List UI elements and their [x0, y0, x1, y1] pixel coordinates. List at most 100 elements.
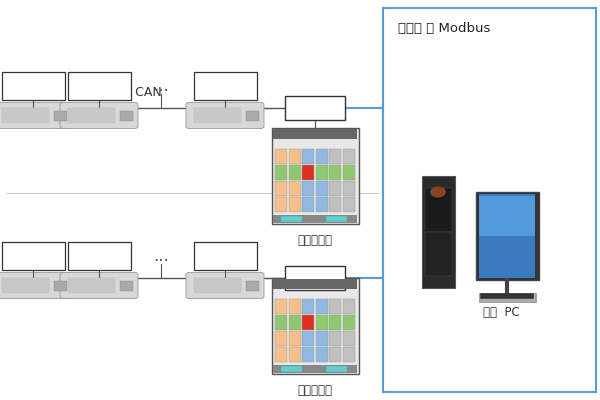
FancyBboxPatch shape	[302, 149, 314, 164]
FancyBboxPatch shape	[289, 299, 301, 314]
FancyBboxPatch shape	[316, 149, 328, 164]
Text: ...: ...	[153, 247, 169, 265]
FancyBboxPatch shape	[329, 181, 341, 196]
FancyBboxPatch shape	[302, 347, 314, 362]
FancyBboxPatch shape	[274, 365, 357, 373]
FancyBboxPatch shape	[343, 181, 355, 196]
FancyBboxPatch shape	[60, 102, 138, 128]
FancyBboxPatch shape	[302, 165, 314, 180]
FancyBboxPatch shape	[316, 299, 328, 314]
FancyBboxPatch shape	[54, 111, 67, 121]
Text: 分控触摸屏: 分控触摸屏	[298, 234, 332, 246]
FancyBboxPatch shape	[68, 242, 131, 270]
FancyBboxPatch shape	[285, 266, 345, 290]
FancyBboxPatch shape	[289, 149, 301, 164]
FancyBboxPatch shape	[281, 216, 302, 222]
FancyBboxPatch shape	[275, 181, 287, 196]
Text: 控制器 #n: 控制器 #n	[209, 82, 241, 90]
FancyBboxPatch shape	[289, 197, 301, 212]
FancyBboxPatch shape	[289, 165, 301, 180]
Text: 适配器#1: 适配器#1	[296, 103, 334, 113]
FancyBboxPatch shape	[68, 108, 115, 123]
FancyBboxPatch shape	[285, 96, 345, 120]
FancyBboxPatch shape	[271, 278, 359, 374]
FancyBboxPatch shape	[289, 347, 301, 362]
FancyBboxPatch shape	[425, 232, 452, 276]
Text: 以太网 ／ Modbus: 以太网 ／ Modbus	[398, 22, 490, 34]
FancyBboxPatch shape	[275, 165, 287, 180]
FancyBboxPatch shape	[329, 331, 341, 346]
FancyBboxPatch shape	[275, 299, 287, 314]
FancyBboxPatch shape	[274, 129, 357, 139]
FancyBboxPatch shape	[329, 165, 341, 180]
FancyBboxPatch shape	[316, 197, 328, 212]
FancyBboxPatch shape	[343, 347, 355, 362]
FancyBboxPatch shape	[275, 149, 287, 164]
Text: ...: ...	[153, 77, 169, 95]
FancyBboxPatch shape	[0, 102, 72, 128]
FancyBboxPatch shape	[343, 197, 355, 212]
FancyBboxPatch shape	[246, 281, 259, 291]
FancyBboxPatch shape	[274, 215, 357, 223]
FancyBboxPatch shape	[275, 347, 287, 362]
FancyBboxPatch shape	[0, 272, 72, 298]
FancyBboxPatch shape	[329, 347, 341, 362]
FancyBboxPatch shape	[68, 278, 115, 293]
FancyBboxPatch shape	[476, 192, 539, 280]
FancyBboxPatch shape	[193, 72, 257, 100]
FancyBboxPatch shape	[302, 197, 314, 212]
FancyBboxPatch shape	[421, 176, 455, 288]
FancyBboxPatch shape	[302, 315, 314, 330]
FancyBboxPatch shape	[343, 299, 355, 314]
Text: 控制器 #1: 控制器 #1	[17, 82, 49, 90]
FancyBboxPatch shape	[193, 242, 257, 270]
FancyBboxPatch shape	[275, 331, 287, 346]
Text: 分控触摸屏: 分控触摸屏	[298, 384, 332, 396]
FancyBboxPatch shape	[479, 194, 535, 278]
FancyBboxPatch shape	[281, 366, 302, 372]
FancyBboxPatch shape	[325, 366, 347, 372]
FancyBboxPatch shape	[343, 315, 355, 330]
FancyBboxPatch shape	[316, 347, 328, 362]
FancyBboxPatch shape	[302, 299, 314, 314]
FancyBboxPatch shape	[329, 315, 341, 330]
FancyBboxPatch shape	[343, 149, 355, 164]
FancyBboxPatch shape	[316, 181, 328, 196]
FancyBboxPatch shape	[343, 331, 355, 346]
FancyBboxPatch shape	[275, 197, 287, 212]
FancyBboxPatch shape	[316, 165, 328, 180]
FancyBboxPatch shape	[271, 128, 359, 224]
Text: 控制器 #n: 控制器 #n	[209, 252, 241, 260]
FancyBboxPatch shape	[329, 197, 341, 212]
FancyBboxPatch shape	[289, 181, 301, 196]
Text: 控制器 #1: 控制器 #1	[17, 252, 49, 260]
FancyBboxPatch shape	[316, 315, 328, 330]
FancyBboxPatch shape	[274, 279, 357, 289]
FancyBboxPatch shape	[2, 242, 65, 270]
FancyBboxPatch shape	[289, 331, 301, 346]
FancyBboxPatch shape	[329, 149, 341, 164]
FancyBboxPatch shape	[302, 331, 314, 346]
FancyBboxPatch shape	[275, 315, 287, 330]
FancyBboxPatch shape	[60, 272, 138, 298]
FancyBboxPatch shape	[120, 281, 133, 291]
FancyBboxPatch shape	[246, 111, 259, 121]
FancyBboxPatch shape	[343, 165, 355, 180]
FancyBboxPatch shape	[68, 72, 131, 100]
FancyBboxPatch shape	[120, 111, 133, 121]
FancyBboxPatch shape	[479, 196, 535, 236]
FancyBboxPatch shape	[2, 108, 49, 123]
Text: 控制器 #2: 控制器 #2	[83, 252, 115, 260]
FancyBboxPatch shape	[479, 293, 536, 302]
Circle shape	[431, 187, 445, 197]
Text: 控制器 #2: 控制器 #2	[83, 82, 115, 90]
FancyBboxPatch shape	[54, 281, 67, 291]
Text: 适配器#2: 适配器#2	[296, 273, 334, 283]
FancyBboxPatch shape	[383, 8, 596, 392]
FancyBboxPatch shape	[329, 299, 341, 314]
FancyBboxPatch shape	[186, 272, 264, 298]
FancyBboxPatch shape	[2, 72, 65, 100]
FancyBboxPatch shape	[325, 216, 347, 222]
FancyBboxPatch shape	[194, 278, 241, 293]
FancyBboxPatch shape	[289, 315, 301, 330]
